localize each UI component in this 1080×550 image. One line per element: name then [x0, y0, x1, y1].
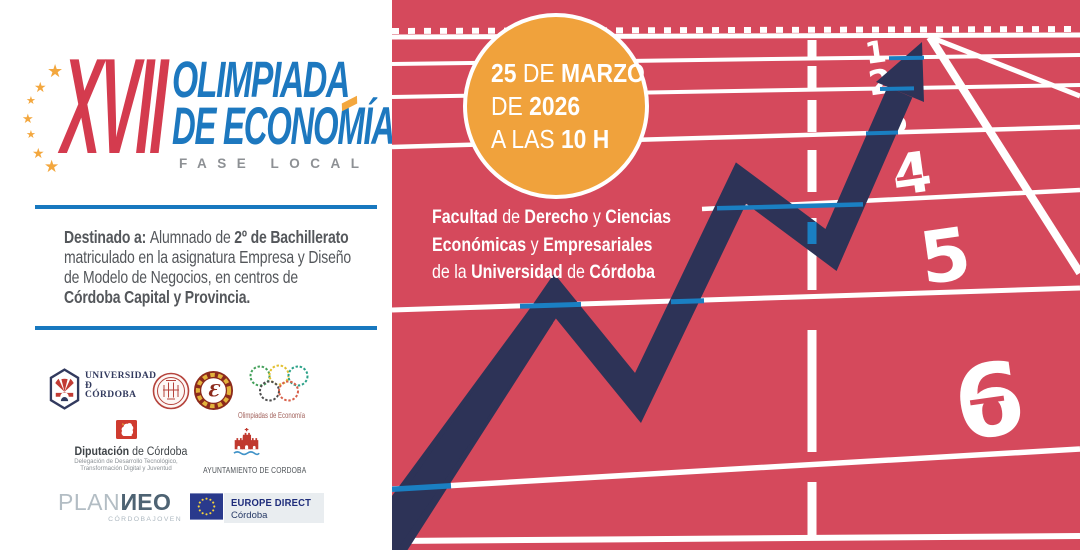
eu-star-icon — [201, 512, 204, 515]
venue-line: Facultad de Derecho y Ciencias — [432, 206, 672, 228]
eu-star-icon — [198, 509, 201, 512]
eu-star-icon — [213, 505, 216, 508]
lane-numbers: 1 2 3 4 5 6 — [863, 34, 1032, 464]
star-icon: ★ — [26, 95, 36, 107]
eu-star-icon — [205, 513, 208, 516]
diputacion-name: Diputación de Córdoba — [74, 446, 188, 458]
blue-lane-highlights — [392, 55, 925, 493]
diputacion-subtitle: Delegación de Desarrollo Tecnológico, Tr… — [74, 458, 178, 472]
eu-star-icon — [212, 509, 215, 512]
eu-star-icon — [209, 512, 212, 515]
divider-top — [35, 205, 377, 209]
star-icon: ★ — [26, 129, 36, 141]
ayuntamiento-logo: AYUNTAMIENTO DE CORDOBA — [195, 427, 307, 475]
venue-line: Económicas y Empresariales — [432, 233, 653, 256]
eu-star-icon — [197, 505, 200, 508]
brand-numeral: XVII — [59, 30, 167, 182]
star-icon: ★ — [34, 79, 47, 95]
europe-direct-subtitle: Córdoba — [231, 510, 268, 521]
olympic-rings-icon — [249, 364, 309, 402]
audience-line: de Modelo de Negocios, en centros de — [64, 267, 298, 287]
divider-bottom — [35, 326, 377, 330]
brand-tagline: FASE LOCAL — [179, 156, 370, 171]
europe-direct-title: EUROPE DIRECT — [231, 497, 312, 509]
eu-star-icon — [198, 501, 201, 504]
ayuntamiento-castle-icon — [232, 428, 260, 456]
star-icon: ★ — [22, 111, 34, 126]
left-panel: ★ ★ ★ ★ ★ ★ ★ XVII OLIMPIADA DE ECONOMÍA FASE … — [0, 0, 395, 550]
track-illustration: 1 2 3 4 5 6 — [392, 0, 1080, 550]
date-badge-text: 25 DE MARZO DE 2026 A LAS 10 H — [491, 57, 645, 156]
lane-number-5: 5 — [915, 211, 976, 301]
planneo-logo: PLANNEO CÓRDOBAJOVEN — [58, 489, 182, 523]
brand-title-line2: DE ECONOMÍA — [172, 97, 395, 156]
lane-number-1: 1 — [863, 34, 889, 72]
star-icon: ★ — [47, 61, 64, 81]
planneo-wordmark: PLANNEO — [58, 489, 172, 515]
law-faculty-seal-icon — [152, 372, 190, 410]
audience-text: Destinado a: Alumnado de 2º de Bachiller… — [64, 227, 368, 307]
venue-line: de la Universidad de Córdoba — [432, 261, 656, 283]
economics-seal-letter: Ɛ — [208, 380, 221, 400]
date-line: A LAS 10 H — [491, 124, 610, 154]
diputacion-mark-icon — [115, 420, 137, 439]
planneo-subtitle: CÓRDOBAJOVEN — [108, 516, 182, 523]
universidad-cordoba-wordmark: UNIVERSIDAD Ð CÓRDOBA — [85, 371, 157, 400]
olympic-rings-caption: Olimpiadas de Economía — [238, 411, 306, 420]
lane-number-4: 4 — [888, 140, 936, 210]
eu-flag-icon — [190, 493, 223, 520]
eu-star-icon — [205, 497, 208, 500]
eu-star-icon — [201, 498, 204, 501]
europe-direct-logo: EUROPE DIRECT Córdoba — [190, 493, 324, 523]
track-panel: 1 2 3 4 5 6 — [392, 0, 1080, 550]
eu-star-icon — [212, 501, 215, 504]
economics-seal-icon: Ɛ — [193, 370, 234, 411]
star-icon: ★ — [32, 145, 45, 161]
date-line: DE 2026 — [491, 91, 581, 121]
europe-direct-box: EUROPE DIRECT Córdoba — [224, 493, 324, 523]
ayuntamiento-label: AYUNTAMIENTO DE CORDOBA — [203, 466, 307, 475]
brand-title-line1: OLIMPIADA — [172, 51, 350, 108]
universidad-cordoba-logo-icon — [49, 368, 80, 410]
date-line: 25 DE MARZO — [491, 58, 645, 88]
audience-line: matriculado en la asignatura Empresa y D… — [64, 247, 351, 267]
venue-text: Facultad de Derecho y Ciencias Económica… — [432, 204, 671, 287]
diputacion-logo: Diputación de Córdoba Delegación de Desa… — [70, 420, 188, 472]
star-icon: ★ — [44, 157, 60, 176]
date-badge: 25 DE MARZO DE 2026 A LAS 10 H — [463, 13, 649, 199]
eu-star-icon — [209, 498, 212, 501]
track-curve-lines — [926, 34, 1080, 276]
audience-line: Destinado a: Alumnado de 2º de Bachiller… — [64, 227, 349, 247]
audience-line: Córdoba Capital y Provincia. — [64, 287, 251, 307]
